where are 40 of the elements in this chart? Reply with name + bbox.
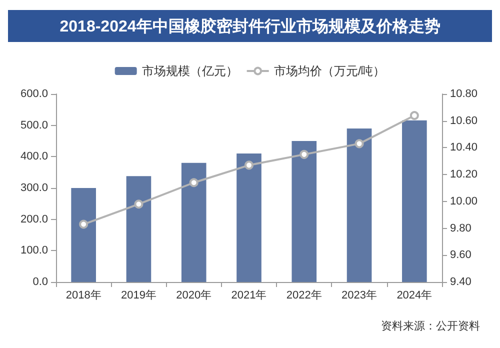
y2-tick-label: 10.60: [450, 114, 478, 127]
point: [134, 200, 144, 209]
point: [244, 160, 254, 170]
bar: [181, 162, 206, 282]
y-tick-label: 600.0: [20, 88, 48, 100]
x-tick-label: 2018年: [66, 290, 102, 302]
bar: [71, 188, 96, 282]
y-tick-label: 500.0: [20, 119, 48, 132]
y2-tick-label: 10.40: [450, 142, 478, 154]
bar: [126, 176, 152, 282]
point: [300, 150, 309, 159]
bar: [236, 154, 262, 282]
bar: [292, 141, 317, 282]
bar: [346, 128, 372, 282]
y-tick-label: 0.0: [32, 276, 48, 288]
chart-title: 2018-2024年中国橡胶密封件行业市场规模及价格走势: [60, 18, 440, 36]
y-tick-label: 100.0: [20, 244, 48, 257]
point: [354, 139, 364, 148]
y2-tick-label: 9.80: [450, 222, 472, 234]
x-tick-label: 2023年: [342, 290, 378, 302]
y2-tick-label: 9.40: [450, 276, 472, 288]
x-tick-label: 2021年: [231, 290, 267, 302]
y2-tick-label: 10.00: [450, 195, 478, 208]
point: [189, 178, 198, 188]
y-tick-label: 400.0: [20, 150, 48, 163]
y-tick-label: 200.0: [20, 213, 48, 226]
text: 资料来源：公开资料: [381, 320, 480, 332]
legend-label: 市场均价（万元/吨）: [274, 64, 386, 78]
x-tick-label: 2024年: [396, 290, 432, 302]
point: [410, 110, 419, 120]
y2-tick-label: 10.80: [450, 88, 478, 100]
y-tick-label: 300.0: [20, 182, 48, 194]
legend-label: 市场规模（亿元）: [142, 64, 238, 78]
y2-tick-label: 9.60: [450, 249, 472, 262]
x-tick-label: 2020年: [176, 290, 212, 302]
x-tick-label: 2019年: [120, 290, 156, 302]
bar: [402, 120, 427, 282]
point: [79, 220, 88, 229]
x-tick-label: 2022年: [286, 290, 322, 302]
y2-tick-label: 10.20: [450, 168, 478, 181]
